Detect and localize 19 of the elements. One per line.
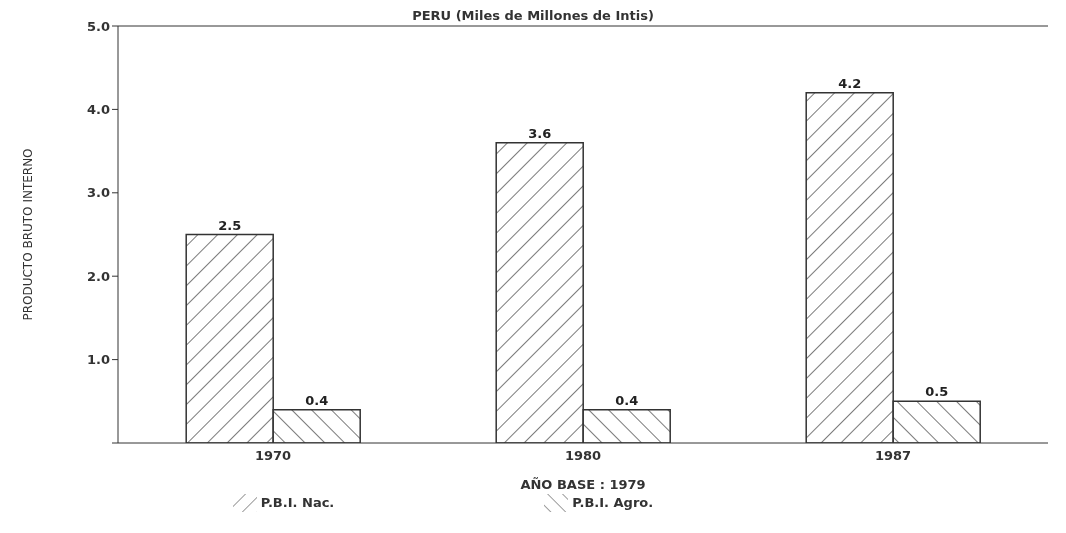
legend-label: P.B.I. Nac. [260, 494, 335, 510]
x-tick-label: 1980 [564, 448, 602, 464]
y-tick-label: 5.0 [86, 18, 110, 34]
data-label: 0.4 [305, 392, 329, 408]
y-tick-label: 2.0 [86, 268, 110, 284]
y-axis-title: PRODUCTO BRUTO INTERNO [21, 148, 36, 321]
data-label: 0.5 [925, 384, 949, 400]
x-axis-title: AÑO BASE : 1979 [520, 477, 646, 492]
legend-label: P.B.I. Agro. [572, 494, 654, 510]
chart-title: PERU (Miles de Millones de Intis) [412, 8, 654, 23]
y-tick-label: 4.0 [86, 102, 110, 118]
x-tick-label: 1970 [254, 448, 292, 464]
data-label: 3.6 [528, 125, 552, 141]
data-label: 4.2 [838, 75, 862, 91]
data-label: 0.4 [615, 392, 639, 408]
y-tick-label: 1.0 [86, 352, 110, 368]
y-tick-label: 3.0 [86, 185, 110, 201]
x-tick-label: 1987 [874, 448, 912, 464]
data-label: 2.5 [218, 217, 242, 233]
